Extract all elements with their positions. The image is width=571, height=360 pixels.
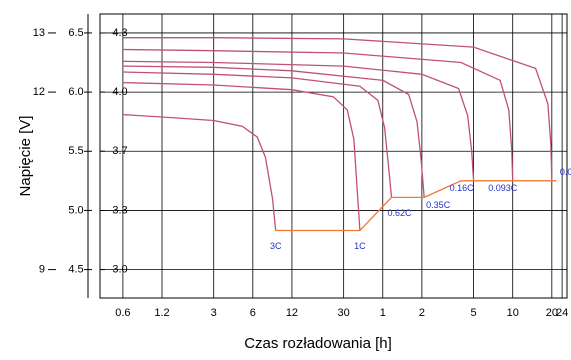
series-label: 0.35C: [426, 200, 451, 210]
discharge-curve: [122, 113, 277, 231]
x-tick-label: 10: [507, 307, 519, 319]
plot-frame: [99, 13, 568, 299]
discharge-curve: [122, 37, 553, 181]
series-label: 0.16C: [450, 183, 475, 193]
x-tick-label: 5: [471, 307, 477, 319]
y2-tick-label: 9: [39, 264, 45, 276]
y-tick-label: 5.0: [68, 204, 83, 216]
discharge-curve: [122, 81, 361, 231]
discharge-curve: [122, 71, 393, 198]
y3-tick-label: 3.0: [112, 264, 127, 276]
discharge-curve: [122, 65, 425, 198]
end-voltage-line: [275, 180, 557, 232]
y2-tick-label: 12: [33, 86, 45, 98]
x-tick-label: 24: [556, 307, 568, 319]
x-tick-label: 6: [250, 307, 256, 319]
x-tick-label: 3: [211, 307, 217, 319]
y3-tick-label: 3.7: [112, 145, 127, 157]
x-tick-label: 30: [338, 307, 350, 319]
y3-tick-label: 4.3: [112, 27, 127, 39]
series-label: 0.093C: [488, 183, 518, 193]
x-tick-label: 20: [546, 307, 558, 319]
x-tick-label: 1.2: [154, 307, 169, 319]
y-axis-label: Napięcie [V]: [17, 116, 34, 197]
series-label: 1C: [354, 241, 366, 251]
x-tick-label: 2: [419, 307, 425, 319]
x-tick-label: 12: [286, 307, 298, 319]
x-tick-label: 1: [380, 307, 386, 319]
y2-tick-label: 13: [33, 27, 45, 39]
y3-tick-label: 4.0: [112, 86, 127, 98]
series-label: 0.62C: [387, 208, 412, 218]
x-axis-label: Czas rozładowania [h]: [244, 335, 392, 352]
y-tick-label: 6.0: [68, 86, 83, 98]
y-tick-label: 4.5: [68, 264, 83, 276]
discharge-curve: [122, 48, 514, 181]
y-tick-label: 6.5: [68, 27, 83, 39]
y-tick-label: 5.5: [68, 145, 83, 157]
series-label: 3C: [270, 241, 282, 251]
series-label: 0.05C: [560, 167, 571, 177]
x-tick-label: 0.6: [115, 307, 130, 319]
discharge-curve: [122, 60, 475, 181]
y3-tick-label: 3.3: [112, 204, 127, 216]
